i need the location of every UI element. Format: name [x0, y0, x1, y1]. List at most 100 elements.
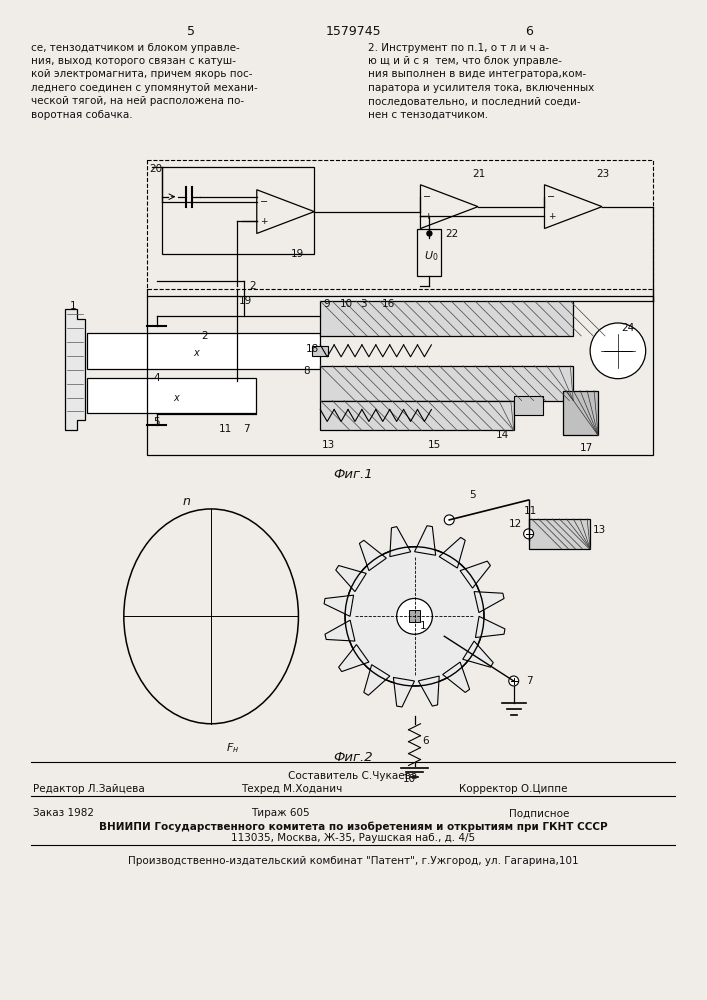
Text: 7: 7	[243, 424, 250, 434]
Bar	[320, 301, 573, 336]
Text: последовательно, и последний соеди-: последовательно, и последний соеди-	[368, 96, 580, 106]
Text: −: −	[259, 197, 268, 207]
Text: се, тензодатчиком и блоком управле-: се, тензодатчиком и блоком управле-	[30, 43, 239, 53]
Text: кой электромагнита, причем якорь пос-: кой электромагнита, причем якорь пос-	[30, 69, 252, 79]
Polygon shape	[324, 595, 354, 616]
Text: 14: 14	[496, 430, 509, 440]
Bar	[87, 378, 256, 413]
Polygon shape	[339, 645, 369, 672]
Bar	[529, 519, 590, 549]
Bar	[320, 366, 573, 401]
Text: 10: 10	[403, 774, 416, 784]
Bar	[418, 229, 441, 276]
Text: 2: 2	[201, 331, 208, 341]
Polygon shape	[393, 677, 414, 707]
Text: 2. Инструмент по п.1, о т л и ч а-: 2. Инструмент по п.1, о т л и ч а-	[368, 43, 549, 53]
Text: −: −	[547, 192, 556, 202]
Text: 1579745: 1579745	[325, 25, 381, 38]
Polygon shape	[419, 676, 439, 706]
Text: 2: 2	[249, 281, 255, 291]
Text: ческой тягой, на ней расположена по-: ческой тягой, на ней расположена по-	[30, 96, 244, 106]
Text: 20: 20	[150, 164, 163, 174]
Circle shape	[509, 676, 519, 686]
Circle shape	[397, 598, 433, 634]
Text: 21: 21	[472, 169, 486, 179]
Text: 13: 13	[322, 440, 336, 450]
Text: $U_0$: $U_0$	[424, 249, 438, 263]
Text: ния, выход которого связан с катуш-: ния, выход которого связан с катуш-	[30, 56, 235, 66]
Circle shape	[427, 231, 432, 236]
Circle shape	[524, 529, 534, 539]
Text: x: x	[194, 348, 199, 358]
Text: 15: 15	[428, 440, 440, 450]
Text: 3: 3	[360, 299, 366, 309]
Text: 1: 1	[70, 301, 77, 311]
Text: 16: 16	[382, 299, 395, 309]
Text: Тираж 605: Тираж 605	[251, 808, 310, 818]
Text: 1: 1	[419, 621, 426, 631]
Circle shape	[345, 547, 484, 686]
Text: 4: 4	[153, 373, 160, 383]
Text: 5: 5	[153, 417, 160, 427]
Text: Фиг.1: Фиг.1	[333, 468, 373, 481]
Text: Фиг.2: Фиг.2	[333, 751, 373, 764]
Text: воротная собачка.: воротная собачка.	[30, 110, 132, 120]
Bar	[563, 391, 598, 435]
Bar	[409, 610, 421, 622]
Text: 8: 8	[303, 366, 310, 376]
Polygon shape	[443, 662, 469, 692]
Text: 18: 18	[305, 344, 319, 354]
Text: 10: 10	[340, 299, 354, 309]
Text: x: x	[173, 393, 180, 403]
Polygon shape	[439, 537, 465, 568]
Text: 13: 13	[593, 525, 607, 535]
Polygon shape	[364, 665, 390, 695]
Text: 19: 19	[239, 296, 252, 306]
Bar	[514, 396, 544, 415]
Text: n: n	[182, 495, 190, 508]
Text: +: +	[548, 212, 555, 221]
Polygon shape	[325, 620, 355, 641]
Text: 11: 11	[524, 506, 537, 516]
Text: 24: 24	[621, 323, 634, 333]
Text: 11: 11	[219, 424, 233, 434]
Text: 23: 23	[596, 169, 609, 179]
Text: Техред М.Ходанич: Техред М.Ходанич	[241, 784, 342, 794]
Text: 19: 19	[291, 249, 304, 259]
Text: паратора и усилителя тока, включенных: паратора и усилителя тока, включенных	[368, 83, 594, 93]
Polygon shape	[475, 616, 505, 638]
Polygon shape	[474, 592, 504, 613]
Polygon shape	[414, 526, 436, 555]
Text: Заказ 1982: Заказ 1982	[33, 808, 93, 818]
Bar	[312, 346, 328, 356]
Text: ю щ и й с я  тем, что блок управле-: ю щ и й с я тем, что блок управле-	[368, 56, 562, 66]
Text: 12: 12	[509, 519, 522, 529]
Text: ВНИИПИ Государственного комитета по изобретениям и открытиям при ГКНТ СССР: ВНИИПИ Государственного комитета по изоб…	[99, 821, 607, 832]
Text: 22: 22	[445, 229, 459, 239]
Text: 9: 9	[323, 299, 330, 309]
Text: 6: 6	[525, 25, 532, 38]
Text: 5: 5	[187, 25, 195, 38]
Bar	[87, 333, 320, 369]
Text: +: +	[423, 212, 431, 221]
Polygon shape	[336, 566, 366, 592]
Text: Редактор Л.Зайцева: Редактор Л.Зайцева	[33, 784, 144, 794]
Text: Составитель С.Чукаева: Составитель С.Чукаева	[288, 771, 418, 781]
Text: −: −	[423, 192, 431, 202]
Text: $F_н$: $F_н$	[226, 742, 239, 755]
Bar	[320, 401, 514, 430]
Text: нен с тензодатчиком.: нен с тензодатчиком.	[368, 110, 488, 120]
Text: Подписное: Подписное	[509, 808, 569, 818]
Text: 113035, Москва, Ж-35, Раушская наб., д. 4/5: 113035, Москва, Ж-35, Раушская наб., д. …	[231, 833, 475, 843]
Polygon shape	[359, 540, 386, 571]
Polygon shape	[65, 309, 85, 430]
Text: 17: 17	[580, 443, 593, 453]
Text: 6: 6	[423, 736, 429, 746]
Text: +: +	[260, 217, 267, 226]
Circle shape	[590, 323, 645, 379]
Polygon shape	[460, 561, 491, 588]
Text: 7: 7	[525, 676, 532, 686]
Polygon shape	[462, 641, 493, 667]
Text: ния выполнен в виде интегратора,ком-: ния выполнен в виде интегратора,ком-	[368, 69, 586, 79]
Polygon shape	[390, 527, 411, 557]
